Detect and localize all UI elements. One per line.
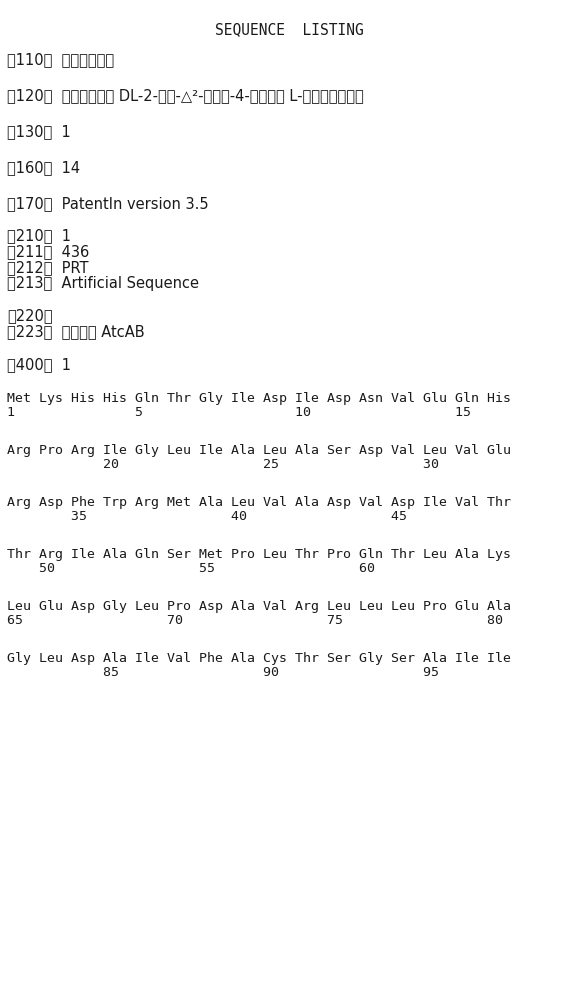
Text: 50                  55                  60: 50 55 60 <box>7 562 375 575</box>
Text: Arg Pro Arg Ile Gly Leu Ile Ala Leu Ala Ser Asp Val Leu Val Glu: Arg Pro Arg Ile Gly Leu Ile Ala Leu Ala … <box>7 444 511 457</box>
Text: 85                  90                  95: 85 90 95 <box>7 666 439 679</box>
Text: 〈400〉  1: 〈400〉 1 <box>7 357 71 372</box>
Text: 〈211〉  436: 〈211〉 436 <box>7 244 89 259</box>
Text: Thr Arg Ile Ala Gln Ser Met Pro Leu Thr Pro Gln Thr Leu Ala Lys: Thr Arg Ile Ala Gln Ser Met Pro Leu Thr … <box>7 548 511 561</box>
Text: 20                  25                  30: 20 25 30 <box>7 458 439 471</box>
Text: 〈210〉  1: 〈210〉 1 <box>7 228 71 243</box>
Text: 〈110〉  湖北工业大学: 〈110〉 湖北工业大学 <box>7 52 114 67</box>
Text: 〈220〉: 〈220〉 <box>7 308 53 323</box>
Text: 〈213〉  Artificial Sequence: 〈213〉 Artificial Sequence <box>7 276 199 291</box>
Text: 1               5                   10                  15: 1 5 10 15 <box>7 406 471 419</box>
Text: 〈120〉  一种酵法转化 DL-2-氨基-△²-喆唑啊-4-羲酸合成 L-半胱氨酸的方法: 〈120〉 一种酵法转化 DL-2-氨基-△²-喆唑啊-4-羲酸合成 L-半胱氨… <box>7 88 364 103</box>
Text: 〈212〉  PRT: 〈212〉 PRT <box>7 260 89 275</box>
Text: Leu Glu Asp Gly Leu Pro Asp Ala Val Arg Leu Leu Leu Pro Glu Ala: Leu Glu Asp Gly Leu Pro Asp Ala Val Arg … <box>7 600 511 613</box>
Text: 〈160〉  14: 〈160〉 14 <box>7 160 80 175</box>
Text: Arg Asp Phe Trp Arg Met Ala Leu Val Ala Asp Val Asp Ile Val Thr: Arg Asp Phe Trp Arg Met Ala Leu Val Ala … <box>7 496 511 509</box>
Text: 〈223〉  融合蛋白 AtcAB: 〈223〉 融合蛋白 AtcAB <box>7 324 145 339</box>
Text: SEQUENCE  LISTING: SEQUENCE LISTING <box>215 22 364 37</box>
Text: Met Lys His His Gln Thr Gly Ile Asp Ile Asp Asn Val Glu Gln His: Met Lys His His Gln Thr Gly Ile Asp Ile … <box>7 392 511 405</box>
Text: 〈170〉  PatentIn version 3.5: 〈170〉 PatentIn version 3.5 <box>7 196 208 211</box>
Text: 65                  70                  75                  80: 65 70 75 80 <box>7 614 503 627</box>
Text: Gly Leu Asp Ala Ile Val Phe Ala Cys Thr Ser Gly Ser Ala Ile Ile: Gly Leu Asp Ala Ile Val Phe Ala Cys Thr … <box>7 652 511 665</box>
Text: 35                  40                  45: 35 40 45 <box>7 510 407 523</box>
Text: 〈130〉  1: 〈130〉 1 <box>7 124 71 139</box>
